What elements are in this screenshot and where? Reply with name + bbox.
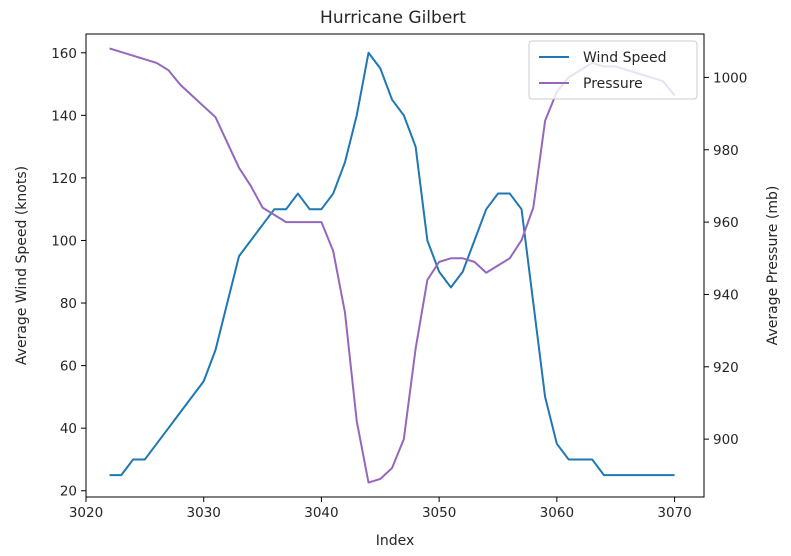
x-axis-label: Index [376, 533, 415, 549]
right-y-tick-label: 1000 [713, 70, 747, 86]
left-y-tick-label: 140 [51, 108, 77, 124]
chart-title: Hurricane Gilbert [320, 8, 466, 28]
x-tick-label: 3040 [304, 505, 338, 521]
plot-frame [85, 33, 705, 498]
series-line-wind-speed [109, 51, 675, 477]
x-tick-label: 3030 [187, 505, 221, 521]
left-y-axis: 20 40 60 80 100 120 140 160 [51, 46, 86, 500]
legend-label: Pressure [583, 76, 643, 92]
left-y-tick-label: 120 [51, 171, 77, 187]
right-y-tick-label: 920 [713, 360, 739, 376]
right-y-tick-label: 900 [713, 432, 739, 448]
left-y-tick-label: 20 [60, 484, 77, 500]
left-y-tick-label: 80 [60, 296, 77, 312]
left-y-tick-label: 100 [51, 233, 77, 249]
right-y-tick-label: 960 [713, 215, 739, 231]
left-y-tick-label: 160 [51, 46, 77, 62]
right-y-axis: 900 920 940 960 980 1000 [704, 70, 747, 448]
x-tick-label: 3070 [657, 505, 691, 521]
x-tick-label: 3050 [422, 505, 456, 521]
right-y-tick-label: 940 [713, 287, 739, 303]
x-tick-label: 3020 [69, 505, 103, 521]
left-y-tick-label: 40 [60, 421, 77, 437]
legend-label: Wind Speed [583, 50, 667, 66]
x-axis: 3020 3030 3040 3050 3060 3070 [69, 497, 692, 521]
left-y-axis-label: Average Wind Speed (knots) [14, 166, 30, 365]
legend-box [528, 40, 698, 100]
x-tick-label: 3060 [540, 505, 574, 521]
right-y-axis-label: Average Pressure (mb) [765, 186, 781, 346]
right-y-tick-label: 980 [713, 143, 739, 159]
left-y-tick-label: 60 [60, 359, 77, 375]
legend: Wind Speed Pressure [528, 40, 698, 100]
